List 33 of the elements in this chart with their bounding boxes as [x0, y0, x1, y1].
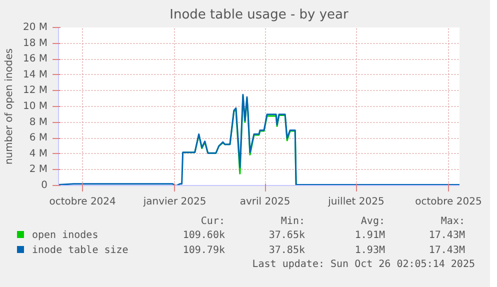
text: Avg:: [360, 215, 385, 229]
text: 17.43M: [428, 244, 465, 258]
text: 1.91M: [354, 229, 385, 244]
x-tick-label: juillet 2025: [327, 196, 384, 208]
text: 37.85k: [268, 244, 305, 258]
y-tick-label: 16 M: [22, 54, 48, 65]
x-tick-label: janvier 2025: [142, 196, 206, 208]
y-tick-label: 10 M: [22, 101, 48, 112]
y-tick-label: 6 M: [29, 132, 48, 144]
y-tick-label: 2 M: [29, 164, 48, 176]
text: 37.65k: [268, 229, 305, 244]
text: Last update: Sun Oct 26 02:05:14 2025: [251, 258, 475, 272]
y-tick-label: 12 M: [22, 85, 48, 96]
y-axis-title: number of open inodes: [4, 48, 15, 165]
text: 109.79k: [182, 244, 225, 258]
legend-label: inode table size: [31, 244, 130, 258]
y-tick-label: 0: [41, 180, 48, 191]
text: Cur:: [200, 215, 225, 229]
text: 1.93M: [354, 244, 385, 258]
text: 109.60k: [182, 229, 225, 244]
y-tick-label: 4 M: [29, 148, 48, 160]
x-tick-label: octobre 2025: [415, 196, 482, 208]
text: 17.43M: [428, 229, 465, 244]
y-tick-label: 8 M: [29, 116, 48, 128]
y-tick-label: 18 M: [22, 38, 48, 49]
x-tick-label: avril 2025: [240, 196, 290, 208]
y-tick-label: 20 M: [22, 22, 48, 33]
x-tick-label: octobre 2024: [49, 196, 116, 208]
y-tick-label: 14 M: [22, 69, 48, 80]
chart-title: Inode table usage - by year: [170, 8, 350, 22]
legend-label: open inodes: [31, 229, 100, 244]
text: Min:: [280, 215, 305, 229]
text: Max:: [440, 215, 465, 229]
